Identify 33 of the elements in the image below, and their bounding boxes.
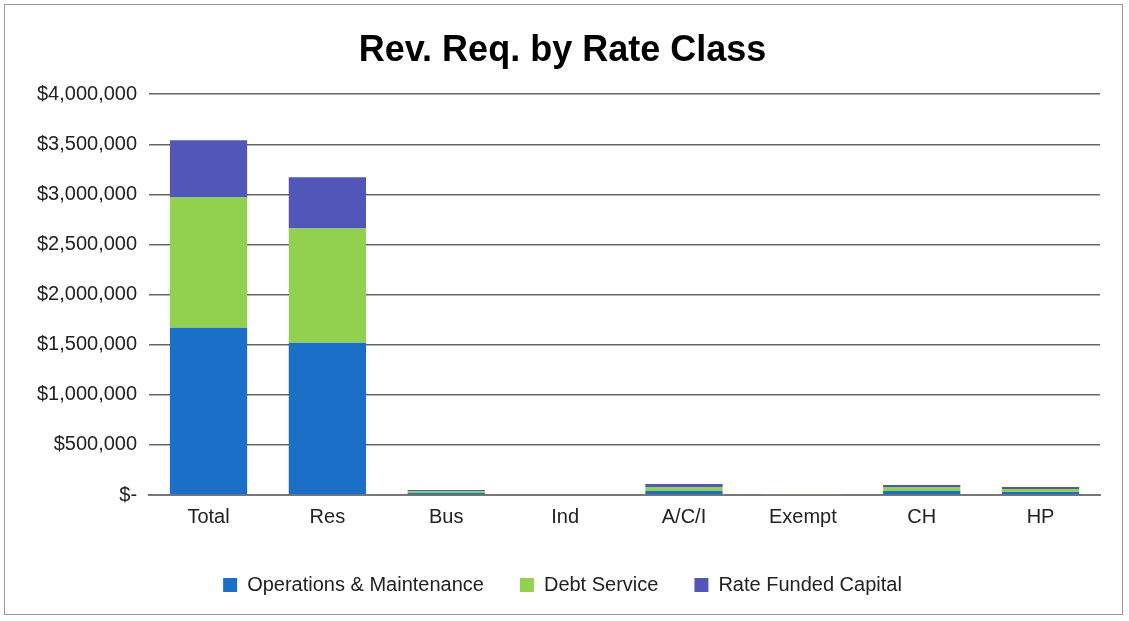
y-tick-label: $3,500,000 [36, 131, 138, 154]
bar [645, 486, 723, 491]
x-tick-label: CH [907, 504, 937, 527]
y-tick-label: $1,000,000 [36, 382, 138, 405]
bar [288, 177, 367, 229]
y-tick-label: $500,000 [53, 432, 138, 455]
bar [883, 490, 961, 495]
y-tick-label: $1,500,000 [36, 332, 138, 355]
bar [169, 197, 248, 328]
bar [645, 490, 723, 495]
bar [288, 228, 367, 343]
y-tick-label: $3,000,000 [36, 181, 138, 204]
y-tick-label: $4,000,000 [36, 81, 138, 104]
legend-label: Rate Funded Capital [718, 572, 902, 595]
bar [883, 484, 961, 487]
y-tick-label: $- [119, 482, 138, 505]
chart-title: Rev. Req. by Rate Class [358, 27, 767, 69]
bar [288, 342, 367, 495]
legend-label: Operations & Maintenance [247, 572, 484, 595]
x-tick-label: A/C/I [661, 504, 707, 527]
y-tick-label: $2,000,000 [36, 282, 138, 305]
x-tick-label: Total [187, 504, 230, 527]
bar [169, 140, 248, 198]
legend-label: Debt Service [543, 572, 659, 595]
bar [883, 486, 961, 491]
x-tick-label: Exempt [768, 504, 838, 527]
bar [169, 327, 248, 495]
bar [645, 483, 723, 487]
x-tick-label: Res [309, 504, 346, 527]
y-tick-label: $2,500,000 [36, 232, 138, 255]
x-tick-label: Bus [429, 504, 464, 527]
x-tick-label: Ind [551, 504, 580, 527]
x-tick-label: HP [1026, 504, 1055, 527]
